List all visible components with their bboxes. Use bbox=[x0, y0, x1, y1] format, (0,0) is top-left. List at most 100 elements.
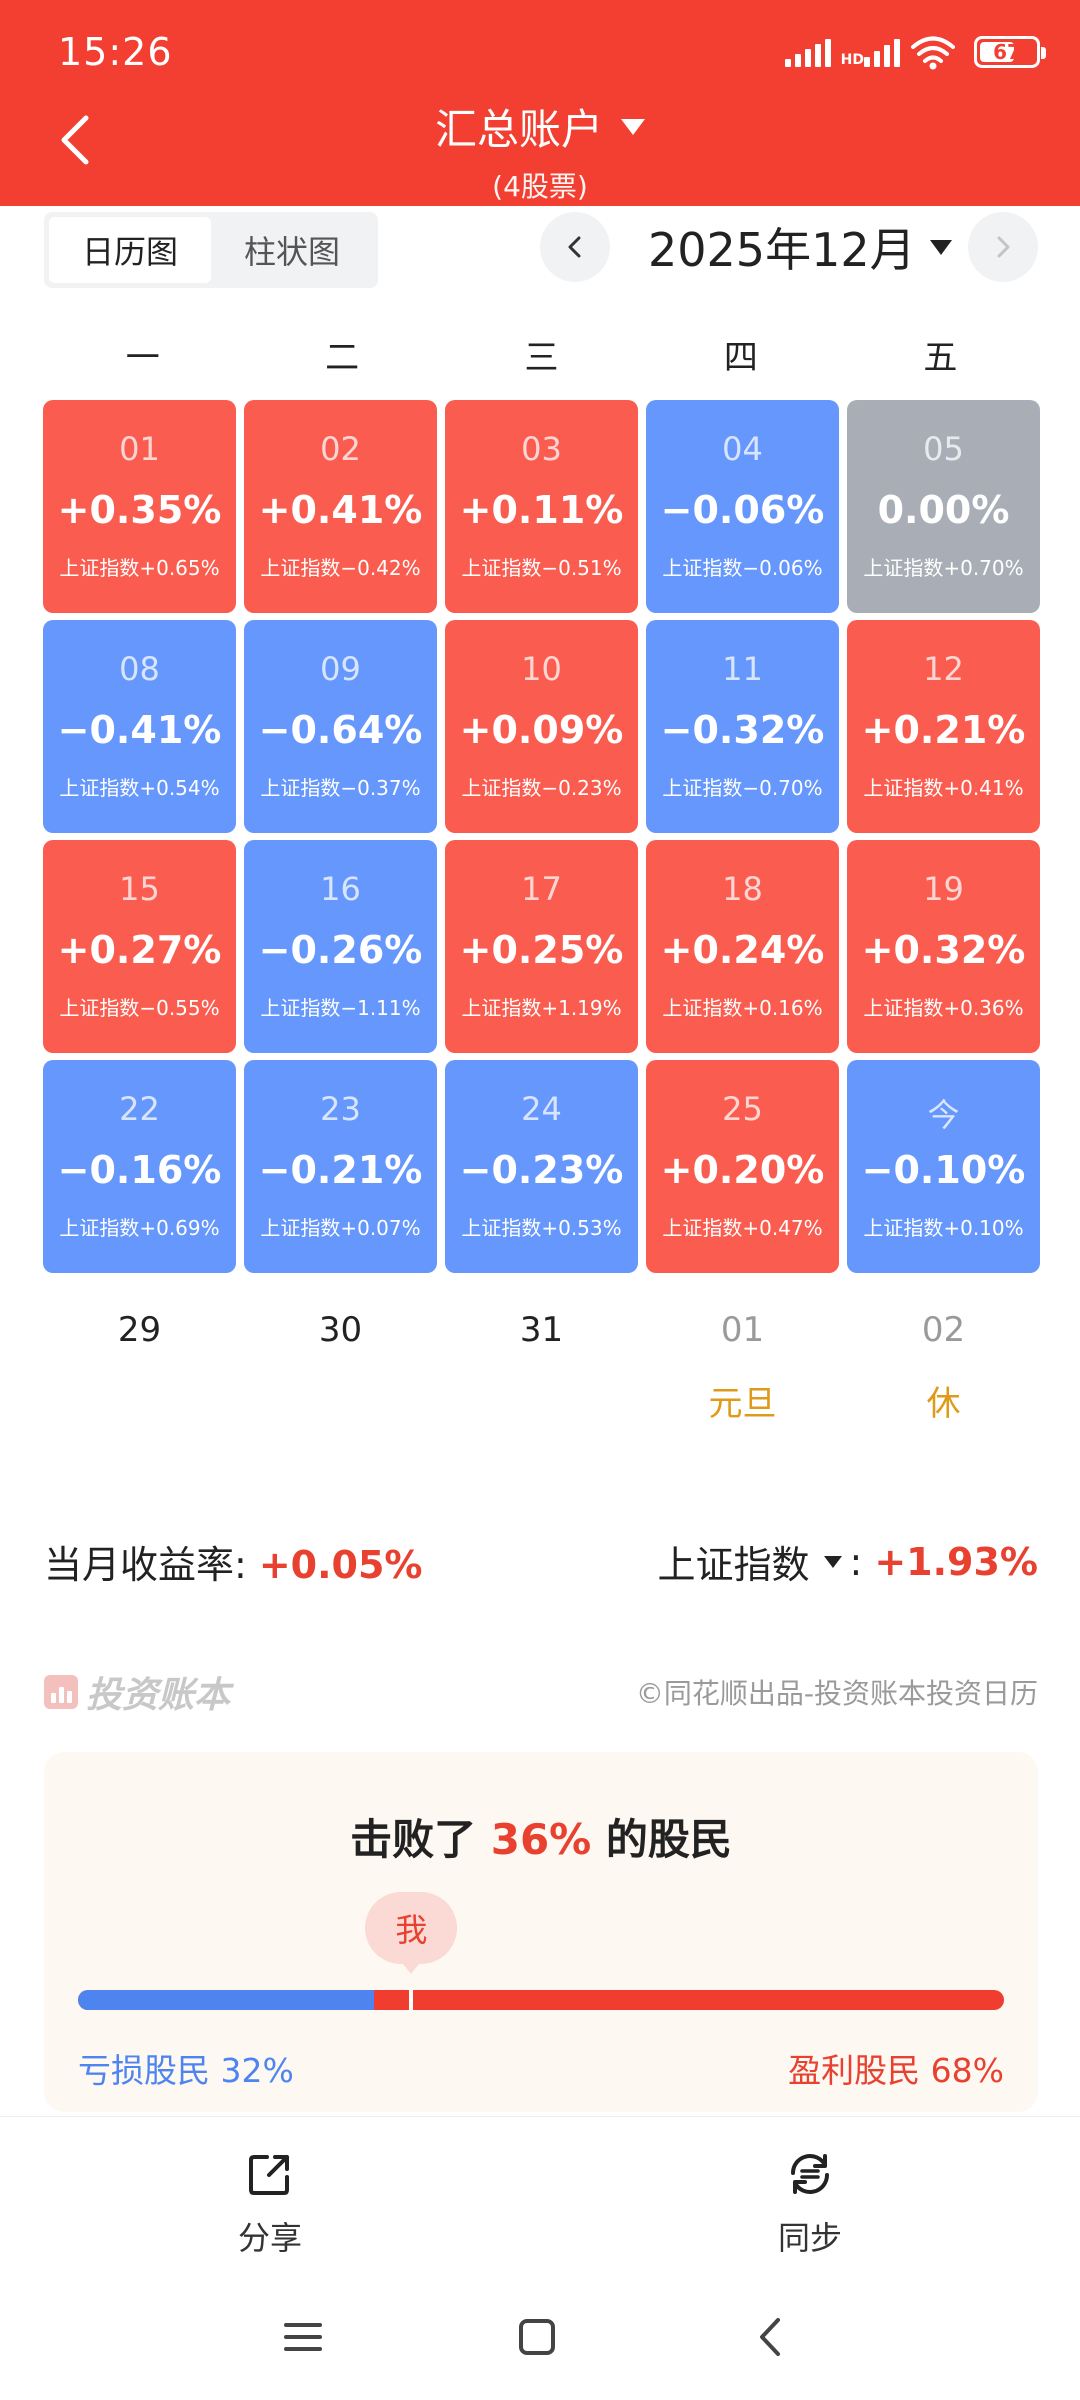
day-return: +0.41% bbox=[258, 488, 423, 532]
day-return: −0.16% bbox=[57, 1148, 222, 1192]
weekday-tue: 二 bbox=[325, 338, 360, 378]
day-number: 04 bbox=[722, 430, 763, 468]
prev-month-button[interactable] bbox=[540, 212, 610, 282]
calendar-day-cell[interactable]: 15 +0.27% 上证指数−0.55% bbox=[43, 840, 236, 1053]
calendar-day-cell[interactable]: 11 −0.32% 上证指数−0.70% bbox=[646, 620, 839, 833]
day-index-change: 上证指数−0.06% bbox=[662, 556, 823, 580]
day-return: −0.26% bbox=[258, 928, 423, 972]
day-number: 11 bbox=[722, 650, 763, 688]
me-position-marker bbox=[409, 1990, 414, 2010]
month-selector[interactable]: 2025年12月 bbox=[648, 214, 952, 280]
day-index-change: 上证指数+0.65% bbox=[59, 556, 220, 580]
day-number: 31 bbox=[519, 1310, 564, 1350]
day-number: 03 bbox=[521, 430, 562, 468]
day-index-change: 上证指数+0.53% bbox=[461, 1216, 622, 1240]
battery-level bbox=[980, 42, 1015, 62]
index-dropdown-icon bbox=[823, 1555, 842, 1568]
page-title: 汇总账户 bbox=[434, 105, 603, 154]
day-return: +0.24% bbox=[660, 928, 825, 972]
index-return-value: +1.93% bbox=[874, 1539, 1038, 1584]
dropdown-caret-icon bbox=[621, 118, 645, 135]
calendar-day-cell[interactable]: 10 +0.09% 上证指数−0.23% bbox=[445, 620, 638, 833]
network-type: HD bbox=[840, 52, 864, 68]
weekday-mon: 一 bbox=[125, 338, 160, 378]
day-index-change: 上证指数−0.51% bbox=[461, 556, 622, 580]
tab-calendar[interactable]: 日历图 bbox=[49, 217, 211, 283]
calendar-day-cell[interactable]: 12 +0.21% 上证指数+0.41% bbox=[847, 620, 1040, 833]
month-dropdown-icon bbox=[929, 239, 952, 255]
upcoming-day-cell[interactable]: 01 元旦 bbox=[646, 1310, 839, 1425]
sync-button[interactable]: 同步 bbox=[710, 2149, 910, 2259]
day-number: 12 bbox=[923, 650, 964, 688]
calendar-day-cell[interactable]: 01 +0.35% 上证指数+0.65% bbox=[43, 400, 236, 613]
day-number: 19 bbox=[923, 870, 964, 908]
calendar-day-cell[interactable]: 24 −0.23% 上证指数+0.53% bbox=[445, 1060, 638, 1273]
calendar-day-cell[interactable]: 19 +0.32% 上证指数+0.36% bbox=[847, 840, 1040, 1053]
day-number: 02 bbox=[921, 1310, 966, 1350]
wifi-icon bbox=[911, 36, 955, 70]
monthly-return: 当月收益率: +0.05% bbox=[44, 1534, 422, 1589]
upcoming-day-cell[interactable]: 30 bbox=[244, 1310, 437, 1350]
day-return: −0.10% bbox=[861, 1148, 1026, 1192]
day-number: 08 bbox=[119, 650, 160, 688]
calendar-day-cell[interactable]: 09 −0.64% 上证指数−0.37% bbox=[244, 620, 437, 833]
calendar-day-cell[interactable]: 18 +0.24% 上证指数+0.16% bbox=[646, 840, 839, 1053]
weekday-fri: 五 bbox=[923, 338, 958, 378]
menu-icon[interactable] bbox=[278, 2312, 328, 2362]
day-number: 01 bbox=[119, 430, 160, 468]
index-separator: : bbox=[849, 1539, 863, 1584]
calendar-day-cell[interactable]: 03 +0.11% 上证指数−0.51% bbox=[445, 400, 638, 613]
status-icons: HD 67 bbox=[784, 34, 1046, 70]
calendar-day-cell[interactable]: 今 −0.10% 上证指数+0.10% bbox=[847, 1060, 1040, 1273]
day-number: 15 bbox=[119, 870, 160, 908]
day-index-change: 上证指数−1.11% bbox=[260, 996, 421, 1020]
calendar-day-cell[interactable]: 05 0.00% 上证指数+0.70% bbox=[847, 400, 1040, 613]
day-number: 29 bbox=[117, 1310, 162, 1350]
day-number: 22 bbox=[119, 1090, 160, 1128]
upcoming-day-cell[interactable]: 02 休 bbox=[847, 1310, 1040, 1425]
share-button[interactable]: 分享 bbox=[170, 2149, 370, 2259]
calendar-day-cell[interactable]: 04 −0.06% 上证指数−0.06% bbox=[646, 400, 839, 613]
battery-text: 67 bbox=[993, 40, 1021, 64]
beat-suffix: 的股民 bbox=[605, 1815, 732, 1864]
upcoming-day-cell[interactable]: 31 bbox=[445, 1310, 638, 1350]
tab-bar-chart[interactable]: 柱状图 bbox=[243, 233, 340, 271]
brand-logo: 投资账本 bbox=[44, 1666, 230, 1718]
index-return[interactable]: 上证指数 : +1.93% bbox=[658, 1534, 1039, 1589]
calendar-day-cell[interactable]: 23 −0.21% 上证指数+0.07% bbox=[244, 1060, 437, 1273]
calendar-day-cell[interactable]: 02 +0.41% 上证指数−0.42% bbox=[244, 400, 437, 613]
calendar-day-cell[interactable]: 16 −0.26% 上证指数−1.11% bbox=[244, 840, 437, 1053]
calendar-day-cell[interactable]: 08 −0.41% 上证指数+0.54% bbox=[43, 620, 236, 833]
day-index-change: 上证指数+0.69% bbox=[59, 1216, 220, 1240]
day-number: 17 bbox=[521, 870, 562, 908]
calendar-day-cell[interactable]: 17 +0.25% 上证指数+1.19% bbox=[445, 840, 638, 1053]
day-return: −0.41% bbox=[57, 708, 222, 752]
day-index-change: 上证指数+1.19% bbox=[461, 996, 622, 1020]
calendar-day-cell[interactable]: 22 −0.16% 上证指数+0.69% bbox=[43, 1060, 236, 1273]
chevron-left-icon bbox=[568, 236, 581, 258]
bottom-action-bar: 分享 同步 bbox=[0, 2116, 1080, 2276]
back-nav-icon[interactable] bbox=[746, 2312, 796, 2362]
day-number: 10 bbox=[521, 650, 562, 688]
app-header: 15:26 HD 67 汇总账户 (4股票) bbox=[0, 0, 1080, 206]
day-index-change: 上证指数+0.54% bbox=[59, 776, 220, 800]
day-index-change: 上证指数+0.16% bbox=[662, 996, 823, 1020]
calendar-day-cell[interactable]: 25 +0.20% 上证指数+0.47% bbox=[646, 1060, 839, 1273]
day-number: 23 bbox=[320, 1090, 361, 1128]
account-selector[interactable]: 汇总账户 (4股票) bbox=[0, 96, 1080, 205]
me-marker: 我 bbox=[365, 1892, 458, 1974]
back-button[interactable] bbox=[52, 108, 100, 172]
view-toggle: 日历图 柱状图 bbox=[44, 212, 378, 288]
index-label: 上证指数 bbox=[657, 1543, 810, 1587]
share-label: 分享 bbox=[237, 2219, 302, 2257]
home-icon[interactable] bbox=[512, 2312, 562, 2362]
day-index-change: 上证指数−0.55% bbox=[59, 996, 220, 1020]
day-return: +0.25% bbox=[459, 928, 624, 972]
upcoming-day-cell[interactable]: 29 bbox=[43, 1310, 236, 1350]
next-month-button[interactable] bbox=[968, 212, 1038, 282]
ledger-logo-icon bbox=[44, 1675, 78, 1709]
beat-value: 36% bbox=[490, 1815, 592, 1864]
day-return: +0.32% bbox=[861, 928, 1026, 972]
beat-prefix: 击败了 bbox=[350, 1815, 477, 1864]
day-number: 01 bbox=[720, 1310, 765, 1350]
